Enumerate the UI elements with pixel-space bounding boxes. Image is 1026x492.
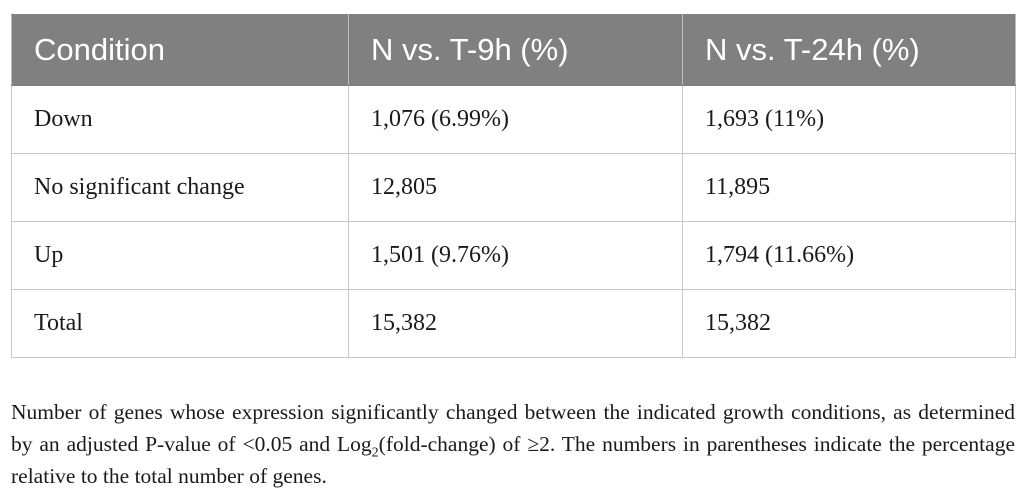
caption-text-part2: (fold-change) of ≥2. The numbers in pare… [11,431,1015,488]
cell-t24h: 1,794 (11.66%) [682,221,1016,290]
table-row: Up 1,501 (9.76%) 1,794 (11.66%) [11,221,1016,290]
table-row: Total 15,382 15,382 [11,289,1016,358]
cell-t24h: 11,895 [682,153,1016,222]
cell-t24h: 1,693 (11%) [682,85,1016,154]
cell-condition: Total [11,289,349,358]
table-caption: Number of genes whose expression signifi… [11,396,1015,492]
cell-t9h: 1,501 (9.76%) [348,221,683,290]
cell-t9h: 1,076 (6.99%) [348,85,683,154]
gene-expression-table: Condition N vs. T-9h (%) N vs. T-24h (%)… [11,14,1016,358]
cell-condition: No significant change [11,153,349,222]
table-row: Down 1,076 (6.99%) 1,693 (11%) [11,85,1016,154]
header-n-vs-t9h: N vs. T-9h (%) [348,14,683,86]
data-table-container: Condition N vs. T-9h (%) N vs. T-24h (%)… [11,14,1016,358]
caption-text-part1: Number of genes whose expression signifi… [11,399,1015,456]
cell-t24h: 15,382 [682,289,1016,358]
table-header-row: Condition N vs. T-9h (%) N vs. T-24h (%) [11,14,1016,86]
cell-condition: Down [11,85,349,154]
table-row: No significant change 12,805 11,895 [11,153,1016,222]
caption-subscript: 2 [371,444,379,460]
header-n-vs-t24h: N vs. T-24h (%) [682,14,1016,86]
cell-t9h: 15,382 [348,289,683,358]
cell-t9h: 12,805 [348,153,683,222]
cell-condition: Up [11,221,349,290]
header-condition: Condition [11,14,349,86]
